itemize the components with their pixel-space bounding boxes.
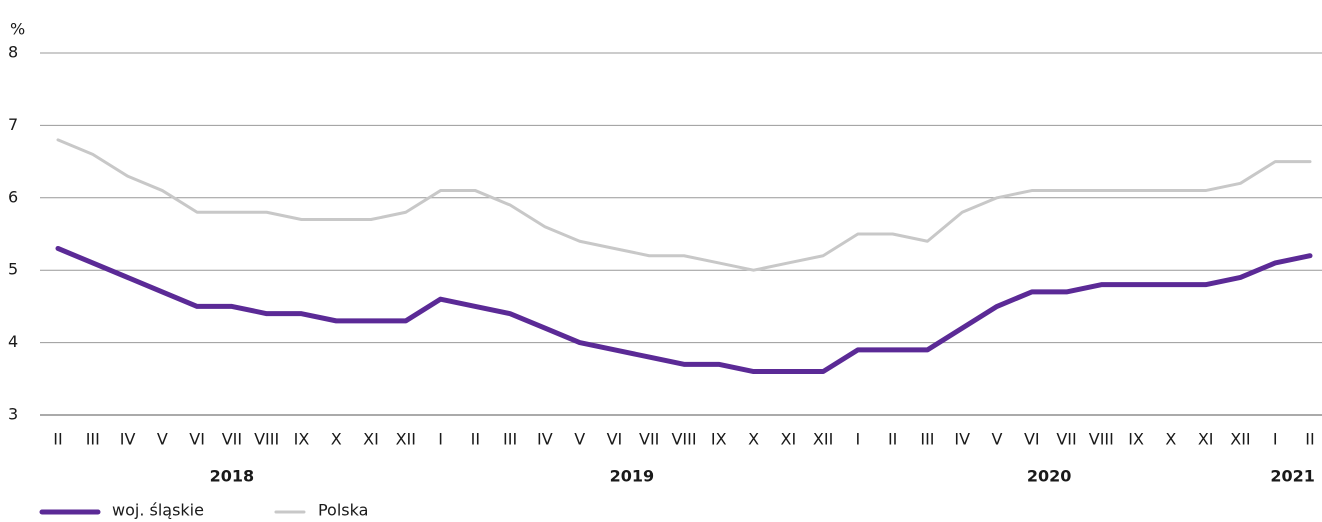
x-tick-label: VIII bbox=[254, 430, 279, 449]
x-tick-label: XII bbox=[813, 430, 833, 449]
x-tick-label: III bbox=[920, 430, 934, 449]
year-label: 2021 bbox=[1270, 467, 1315, 486]
series-line bbox=[56, 138, 1312, 272]
x-tick-label: III bbox=[503, 430, 517, 449]
series-line bbox=[55, 245, 1313, 375]
x-tick-label: XI bbox=[363, 430, 379, 449]
x-tick-label: X bbox=[331, 430, 342, 449]
x-tick-label: VIII bbox=[671, 430, 696, 449]
x-tick-label: IX bbox=[711, 430, 727, 449]
x-tick-label: II bbox=[471, 430, 480, 449]
x-tick-label: V bbox=[574, 430, 585, 449]
x-tick-label: II bbox=[888, 430, 897, 449]
y-unit: % bbox=[10, 20, 25, 39]
y-tick-label: 8 bbox=[8, 43, 18, 62]
year-label: 2019 bbox=[610, 467, 655, 486]
y-tick-label: 5 bbox=[8, 260, 18, 279]
x-tick-label: IX bbox=[294, 430, 310, 449]
y-tick-label: 7 bbox=[8, 115, 18, 134]
x-tick-label: I bbox=[1273, 430, 1278, 449]
year-label: 2018 bbox=[210, 467, 255, 486]
x-tick-label: X bbox=[1165, 430, 1176, 449]
x-tick-label: IV bbox=[120, 430, 136, 449]
y-tick-label: 4 bbox=[8, 332, 18, 351]
x-tick-label: XI bbox=[1198, 430, 1214, 449]
x-tick-label: VI bbox=[189, 430, 205, 449]
x-tick-label: XII bbox=[1230, 430, 1250, 449]
y-tick-label: 3 bbox=[8, 405, 18, 424]
x-tick-label: II bbox=[1305, 430, 1314, 449]
x-tick-label: IV bbox=[537, 430, 553, 449]
legend-label: woj. śląskie bbox=[112, 501, 204, 520]
x-tick-label: VIII bbox=[1089, 430, 1114, 449]
x-tick-label: V bbox=[157, 430, 168, 449]
x-tick-label: IX bbox=[1128, 430, 1144, 449]
x-tick-label: VI bbox=[607, 430, 623, 449]
x-tick-label: VII bbox=[639, 430, 659, 449]
x-tick-label: X bbox=[748, 430, 759, 449]
year-label: 2020 bbox=[1027, 467, 1072, 486]
legend-label: Polska bbox=[318, 501, 368, 520]
x-tick-label: II bbox=[53, 430, 62, 449]
x-tick-label: VI bbox=[1024, 430, 1040, 449]
x-tick-label: I bbox=[856, 430, 861, 449]
x-tick-label: I bbox=[438, 430, 443, 449]
x-tick-label: VII bbox=[1056, 430, 1076, 449]
x-tick-label: XII bbox=[396, 430, 416, 449]
y-tick-label: 6 bbox=[8, 187, 18, 206]
x-tick-label: III bbox=[86, 430, 100, 449]
x-tick-label: VII bbox=[222, 430, 242, 449]
x-tick-label: V bbox=[992, 430, 1003, 449]
x-tick-label: IV bbox=[954, 430, 970, 449]
x-tick-label: XI bbox=[780, 430, 796, 449]
